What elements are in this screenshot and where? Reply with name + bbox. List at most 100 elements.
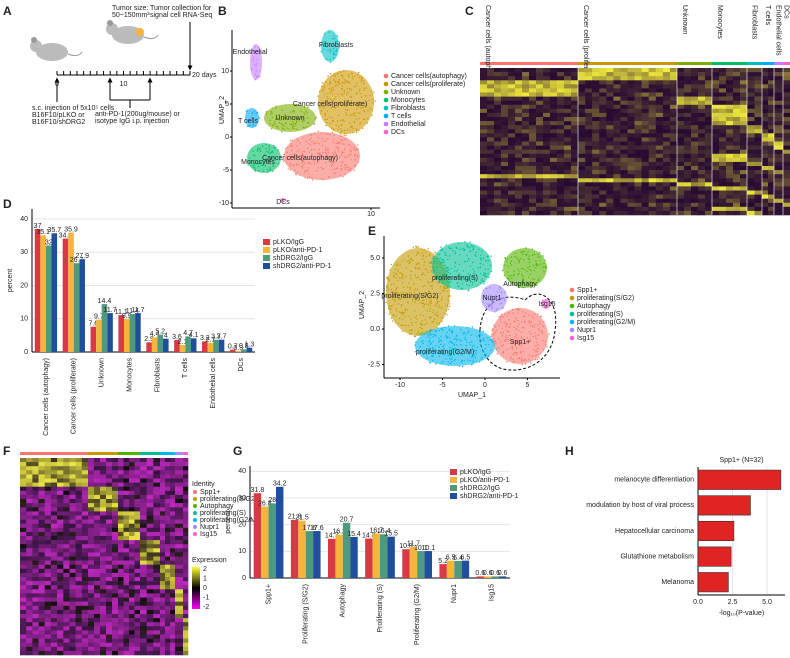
cell-point: [440, 247, 441, 248]
heatmap-cell: [783, 105, 790, 109]
cell-point: [369, 95, 370, 96]
cell-point: [480, 334, 481, 335]
heatmap-cell: [620, 76, 627, 80]
heatmap-cell: [529, 72, 536, 76]
heatmap-cell: [515, 170, 522, 174]
heatmap-cell: [501, 72, 508, 76]
cell-point: [421, 333, 422, 334]
heatmap-cell: [70, 470, 77, 474]
heatmap-cell: [94, 491, 100, 495]
cell-point: [432, 288, 433, 289]
heatmap-cell: [599, 174, 606, 178]
heatmap-cell: [719, 97, 726, 101]
heatmap-cell: [26, 630, 33, 634]
heatmap-cell: [628, 199, 635, 203]
heatmap-cell: [170, 516, 175, 520]
heatmap-cell: [543, 170, 550, 174]
heatmap-cell: [487, 170, 494, 174]
legend-label: Spp1+: [200, 489, 220, 496]
heatmap-cell: [76, 630, 83, 634]
heatmap-cell: [45, 614, 52, 618]
heatmap-cell: [564, 178, 571, 182]
cell-point: [397, 280, 398, 281]
heatmap-cell: [39, 532, 46, 536]
heatmap-cell: [175, 561, 183, 565]
heatmap-cell: [684, 203, 691, 207]
heatmap-cell: [140, 561, 147, 565]
heatmap-cell: [88, 487, 94, 491]
cell-point: [256, 77, 257, 78]
heatmap-cell: [100, 495, 106, 499]
heatmap-cell: [124, 528, 130, 532]
heatmap-cell: [140, 532, 147, 536]
heatmap-cell: [170, 524, 175, 528]
cell-point: [488, 355, 489, 356]
cell-point: [334, 150, 335, 151]
heatmap-cell: [599, 133, 606, 137]
heatmap-cell: [160, 593, 165, 597]
heatmap-cell: [774, 191, 783, 195]
cell-point: [333, 173, 334, 174]
cell-point: [529, 262, 530, 263]
cell-point: [454, 270, 455, 271]
heatmap-cell: [129, 495, 135, 499]
heatmap-cell: [613, 186, 620, 190]
heatmap-cell: [39, 495, 46, 499]
heatmap-cell: [663, 129, 670, 133]
heatmap-cell: [564, 76, 571, 80]
heatmap-cell: [550, 76, 557, 80]
heatmap-cell: [536, 191, 543, 195]
heatmap-cell: [112, 561, 118, 565]
heatmap-cell: [487, 80, 494, 84]
bar: [135, 313, 141, 352]
cluster-area: [432, 242, 492, 290]
heatmap-cell: [70, 511, 77, 515]
cell-point: [441, 258, 442, 259]
cell-point: [501, 303, 502, 304]
heatmap-cell: [118, 569, 124, 573]
heatmap-cell: [585, 154, 592, 158]
cell-point: [463, 334, 464, 335]
heatmap-cell: [106, 479, 112, 483]
cell-point: [510, 358, 511, 359]
heatmap-cell: [124, 647, 130, 651]
heatmap-cell: [147, 643, 154, 647]
heatmap-cell: [719, 146, 726, 150]
heatmap-cell: [112, 651, 118, 655]
heatmap-cell: [118, 491, 124, 495]
heatmap-cell: [112, 606, 118, 610]
heatmap-cell: [118, 610, 124, 614]
legend-label: Isg15: [200, 531, 217, 538]
heatmap-cell: [76, 581, 83, 585]
heatmap-cell: [705, 68, 712, 72]
cell-point: [270, 111, 271, 112]
heatmap-cell: [147, 577, 154, 581]
heatmap-cell: [129, 593, 135, 597]
cell-point: [463, 270, 464, 271]
cell-point: [535, 335, 536, 336]
heatmap-cell: [656, 146, 663, 150]
cell-point: [397, 265, 398, 266]
heatmap-cell: [515, 117, 522, 121]
cell-point: [302, 167, 303, 168]
heatmap-cell: [129, 581, 135, 585]
cell-point: [474, 271, 475, 272]
heatmap-cell: [656, 182, 663, 186]
heatmap-cell: [76, 565, 83, 569]
cell-point: [306, 126, 307, 127]
heatmap-cell: [82, 622, 89, 626]
heatmap-cell: [684, 150, 691, 154]
heatmap-cell: [529, 84, 536, 88]
heatmap-cell: [599, 93, 606, 97]
heatmap-cell: [705, 76, 712, 80]
heatmap-cell: [51, 507, 58, 511]
heatmap-cell: [768, 129, 774, 133]
heatmap-cell: [712, 125, 719, 129]
heatmap-cell: [183, 532, 188, 536]
cell-point: [254, 46, 255, 47]
heatmap-cell: [620, 68, 627, 72]
heatmap-cell: [649, 68, 656, 72]
heatmap-cell: [585, 146, 592, 150]
cell-point: [488, 260, 489, 261]
heatmap-cell: [733, 113, 740, 117]
